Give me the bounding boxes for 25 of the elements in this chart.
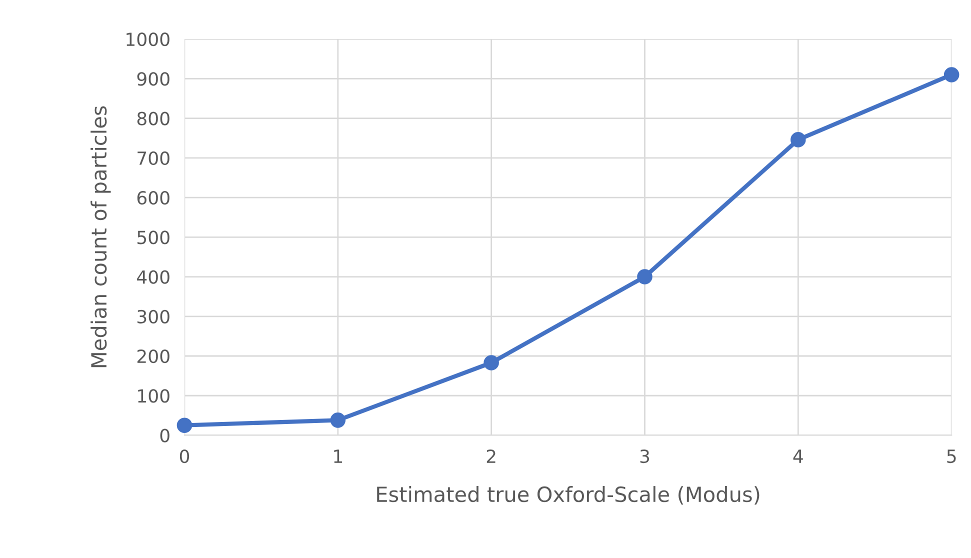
x-tick-label: 4 xyxy=(793,450,803,463)
y-tick-label: 200 xyxy=(137,349,170,364)
y-tick-label: 400 xyxy=(137,270,170,284)
point xyxy=(790,132,806,148)
y-tick-label: 100 xyxy=(138,389,170,403)
x-tick-label: 1 xyxy=(334,450,342,463)
point xyxy=(637,269,652,284)
point xyxy=(484,355,499,370)
y-tick-label: 900 xyxy=(137,72,170,86)
x-tick-label: 2 xyxy=(486,449,496,463)
y-tick-label: 0 xyxy=(160,428,170,442)
y-tick-label: 600 xyxy=(137,190,170,205)
point xyxy=(330,412,346,428)
point xyxy=(944,67,960,82)
x-tick-label: 0 xyxy=(180,449,190,464)
point xyxy=(176,418,192,433)
x-tick-label: 5 xyxy=(947,450,956,464)
y-tick-label: 500 xyxy=(138,230,170,244)
y-tick-label: 300 xyxy=(138,310,170,324)
y-axis-title: Median count of particles xyxy=(90,106,111,368)
x-axis-title: Estimated true Oxford-Scale (Modus) xyxy=(377,486,760,505)
y-tick-label: 700 xyxy=(138,151,170,166)
y-tick-label: 800 xyxy=(137,112,170,126)
y-tick-label: 1000 xyxy=(126,32,170,46)
x-tick-label: 3 xyxy=(640,449,650,464)
